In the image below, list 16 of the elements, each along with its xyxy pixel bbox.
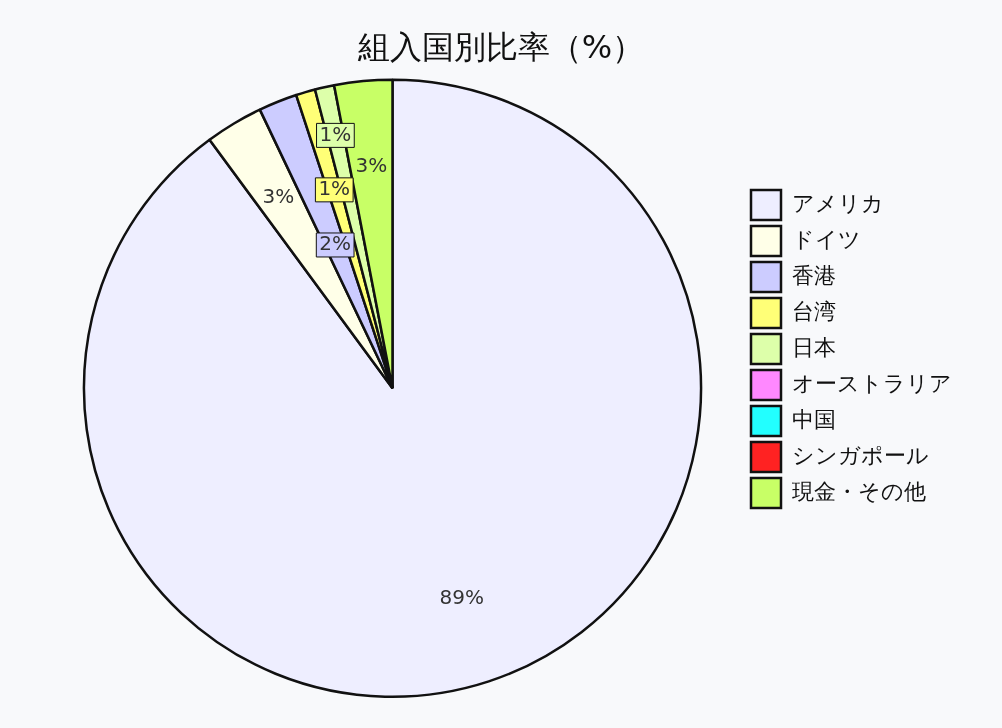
- legend-label: 香港: [792, 262, 836, 288]
- legend-label: ドイツ: [792, 226, 861, 252]
- data-label: 3%: [262, 183, 295, 208]
- data-label: 1%: [318, 176, 351, 201]
- data-label: 89%: [439, 585, 485, 610]
- data-label: 1%: [319, 121, 352, 146]
- legend-label: シンガポール: [792, 442, 929, 468]
- data-label: 3%: [355, 153, 388, 178]
- legend-label: 台湾: [792, 298, 836, 324]
- legend-label: オーストラリア: [792, 370, 952, 396]
- legend-label: アメリカ: [792, 190, 884, 216]
- legend-label: 日本: [792, 334, 836, 360]
- chart-title: 組入国別比率（%）: [356, 27, 645, 66]
- legend-label: 中国: [792, 406, 836, 432]
- legend-label: 現金・その他: [792, 478, 926, 504]
- data-label: 2%: [319, 231, 352, 256]
